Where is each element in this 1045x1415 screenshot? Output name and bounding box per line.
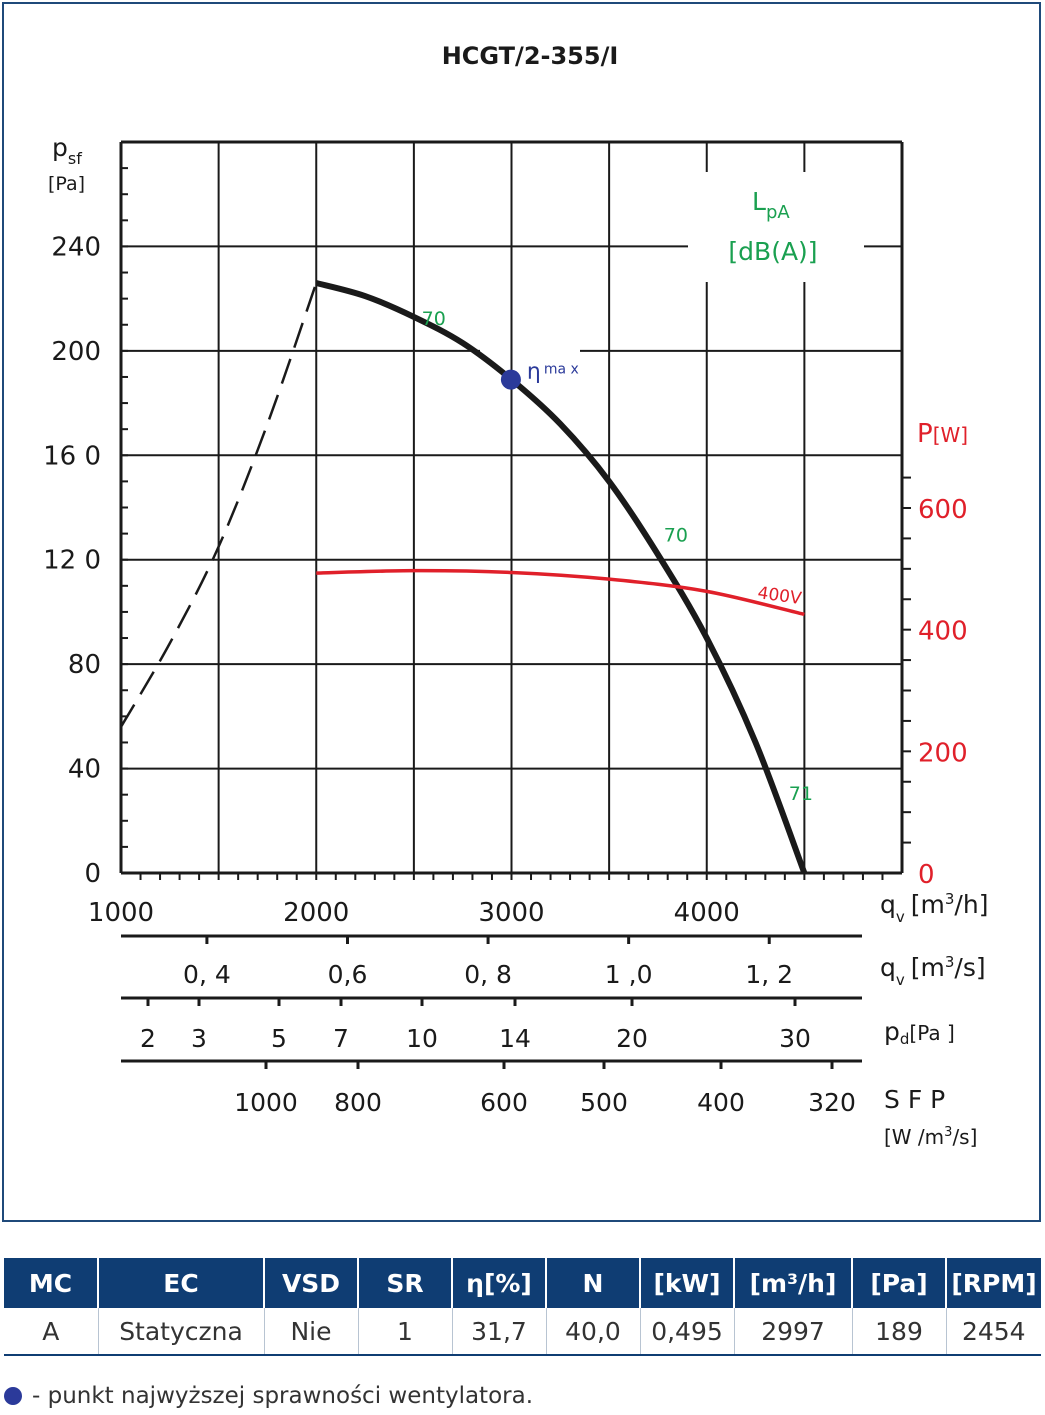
table-row: A Statyczna Nie 1 31,7 40,0 0,495 2997 1… — [4, 1308, 1041, 1356]
scale-sfp-axis-label: S F P — [884, 1085, 945, 1114]
scale-sfp-label: 500 — [580, 1088, 628, 1117]
header-rpm: [RPM] — [946, 1258, 1041, 1308]
cell-rpm: 2454 — [946, 1308, 1041, 1356]
header-airflow: [m³/h] — [734, 1258, 853, 1308]
header-pressure: [Pa] — [852, 1258, 947, 1308]
cell-ec: Statyczna — [98, 1308, 265, 1356]
scale-sfp-label: 320 — [808, 1088, 856, 1117]
scale-pd-axis-label: pd[Pa ] — [884, 1017, 955, 1048]
lpa-value-label: 71 — [789, 783, 813, 805]
cell-n: 40,0 — [546, 1308, 641, 1356]
cell-kw: 0,495 — [640, 1308, 735, 1356]
x-axis-label-m3h: qv [m3/h] — [880, 890, 988, 926]
chart-frame — [2, 2, 1041, 1222]
x-tick-label: 3000 — [478, 898, 544, 928]
y-tick-label: 80 — [68, 650, 101, 680]
chart-title: HCGT/2-355/I — [442, 42, 619, 70]
scale-pd-label: 5 — [271, 1024, 287, 1053]
scale-sfp-label: 600 — [480, 1088, 528, 1117]
scale-m3s-label: 0, 4 — [183, 960, 231, 989]
x-axis-label-m3s: qv [m3/s] — [880, 953, 986, 989]
cell-airflow: 2997 — [734, 1308, 853, 1356]
performance-table: MC EC VSD SR η[%] N [kW] [m³/h] [Pa] [RP… — [4, 1258, 1041, 1356]
scale-pd-label: 14 — [499, 1024, 531, 1053]
efficiency-point-icon — [4, 1387, 22, 1405]
y-right-axis-label: P[W] — [917, 419, 968, 449]
y-tick-label: 0 — [84, 859, 101, 889]
axis-layer — [119, 140, 911, 1069]
x-tick-label: 2000 — [283, 898, 349, 928]
grid-layer — [121, 142, 902, 873]
scale-pd-label: 20 — [616, 1024, 648, 1053]
scale-sfp-label: 1000 — [234, 1088, 298, 1117]
x-tick-label: 4000 — [674, 898, 740, 928]
y-right-tick-label: 400 — [918, 617, 968, 647]
lpa-label: LpA — [752, 187, 790, 223]
cell-pressure: 189 — [852, 1308, 947, 1356]
scale-m3s-label: 0, 8 — [464, 960, 512, 989]
header-mc: MC — [4, 1258, 99, 1308]
y-tick-label: 16 0 — [43, 441, 101, 471]
lpa-value-label: 70 — [664, 524, 688, 546]
header-ec: EC — [98, 1258, 265, 1308]
scale-m3s-label: 0,6 — [328, 960, 368, 989]
series-power — [316, 568, 805, 617]
scale-pd-label: 3 — [191, 1024, 207, 1053]
series-pressure — [315, 280, 808, 875]
lpa-unit: [dB(A)] — [728, 237, 817, 266]
header-n: N — [546, 1258, 641, 1308]
legend-note-text: - punkt najwyższej sprawności wentylator… — [32, 1383, 534, 1409]
header-vsd: VSD — [264, 1258, 359, 1308]
scale-m3s-label: 1, 2 — [745, 960, 793, 989]
y-axis-label: psf — [52, 133, 82, 168]
y-tick-label: 200 — [51, 337, 101, 367]
scale-sfp-label: 400 — [697, 1088, 745, 1117]
legend-note: - punkt najwyższej sprawności wentylator… — [4, 1383, 533, 1409]
eta-max-label: η ma x — [527, 360, 579, 385]
cell-vsd: Nie — [264, 1308, 359, 1356]
header-sr: SR — [358, 1258, 453, 1308]
scale-sfp-unit: [W /m3/s] — [884, 1125, 977, 1149]
scale-pd-label: 2 — [140, 1024, 156, 1053]
scale-pd-label: 30 — [779, 1024, 811, 1053]
x-tick-label: 1000 — [88, 898, 154, 928]
y-tick-label: 40 — [68, 755, 101, 785]
cell-efficiency: 31,7 — [452, 1308, 547, 1356]
series-layer — [119, 280, 808, 875]
series-stall-region — [119, 282, 318, 728]
header-efficiency: η[%] — [452, 1258, 547, 1308]
y-right-tick-label: 0 — [918, 860, 935, 890]
cell-sr: 1 — [358, 1308, 453, 1356]
scale-m3s-label: 1 ,0 — [605, 960, 653, 989]
lpa-value-label: 70 — [422, 308, 446, 330]
y-axis-unit: [Pa] — [48, 173, 85, 195]
scale-pd-label: 10 — [406, 1024, 438, 1053]
y-tick-label: 12 0 — [43, 546, 101, 576]
table-header-row: MC EC VSD SR η[%] N [kW] [m³/h] [Pa] [RP… — [4, 1258, 1041, 1308]
y-right-tick-label: 600 — [918, 495, 968, 525]
scale-pd-label: 7 — [333, 1024, 349, 1053]
scale-sfp-label: 800 — [334, 1088, 382, 1117]
y-tick-label: 240 — [51, 232, 101, 262]
eta-max-point — [500, 369, 521, 390]
header-kw: [kW] — [640, 1258, 735, 1308]
cell-mc: A — [4, 1308, 99, 1356]
y-right-tick-label: 200 — [918, 738, 968, 768]
